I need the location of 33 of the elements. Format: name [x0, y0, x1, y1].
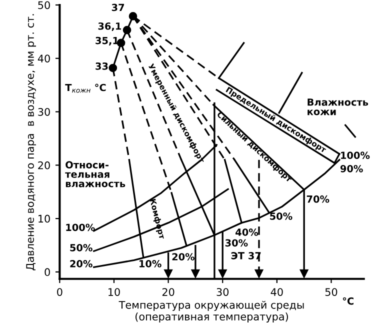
x-tick-label: 50 — [325, 288, 338, 296]
annotation: 20% — [70, 260, 92, 268]
y-axis-title: Давление водяного пара в воздухе, мм рт. ст. — [26, 14, 36, 270]
y-tick-label: 10 — [38, 214, 50, 223]
annotation: 40% — [236, 228, 258, 236]
annotation: 30% — [225, 239, 248, 247]
annotation: 90% — [340, 164, 363, 172]
annotation: 37 — [112, 4, 124, 12]
y-tick-label: 40 — [38, 54, 50, 62]
x-tick-label: 20 — [162, 288, 174, 296]
annotation: Влажность кожи — [308, 98, 368, 116]
y-tick-label: 20 — [38, 161, 50, 170]
x-axis-title: Температура окружающей среды (оперативная температура) — [118, 300, 304, 323]
annotation: 50% — [270, 212, 292, 220]
annotation: T$_{кожн}$ °C — [65, 84, 106, 93]
annotation: 10% — [140, 260, 162, 268]
y-tick-label: 50 — [38, 1, 50, 10]
x-tick-label: 40 — [270, 288, 283, 296]
annotation: Относи- тельная влажность — [65, 161, 126, 188]
annotation: 100% — [341, 152, 370, 159]
annotation: 35,1 — [96, 36, 118, 46]
x-tick-label: 30 — [216, 288, 229, 296]
annotation: 33 — [96, 62, 108, 70]
annotation: 70% — [306, 195, 330, 203]
annotation: 100% — [66, 224, 95, 232]
text: °C — [342, 297, 354, 305]
y-tick-label: 30 — [38, 108, 50, 116]
annotation: 50% — [70, 244, 92, 252]
x-tick-label: 10 — [108, 288, 120, 296]
y-tick-label: 0 — [44, 268, 50, 276]
annotation: 36,1 — [98, 22, 122, 32]
annotation: 20% — [172, 253, 195, 260]
x-tick-label: 0 — [57, 288, 62, 296]
